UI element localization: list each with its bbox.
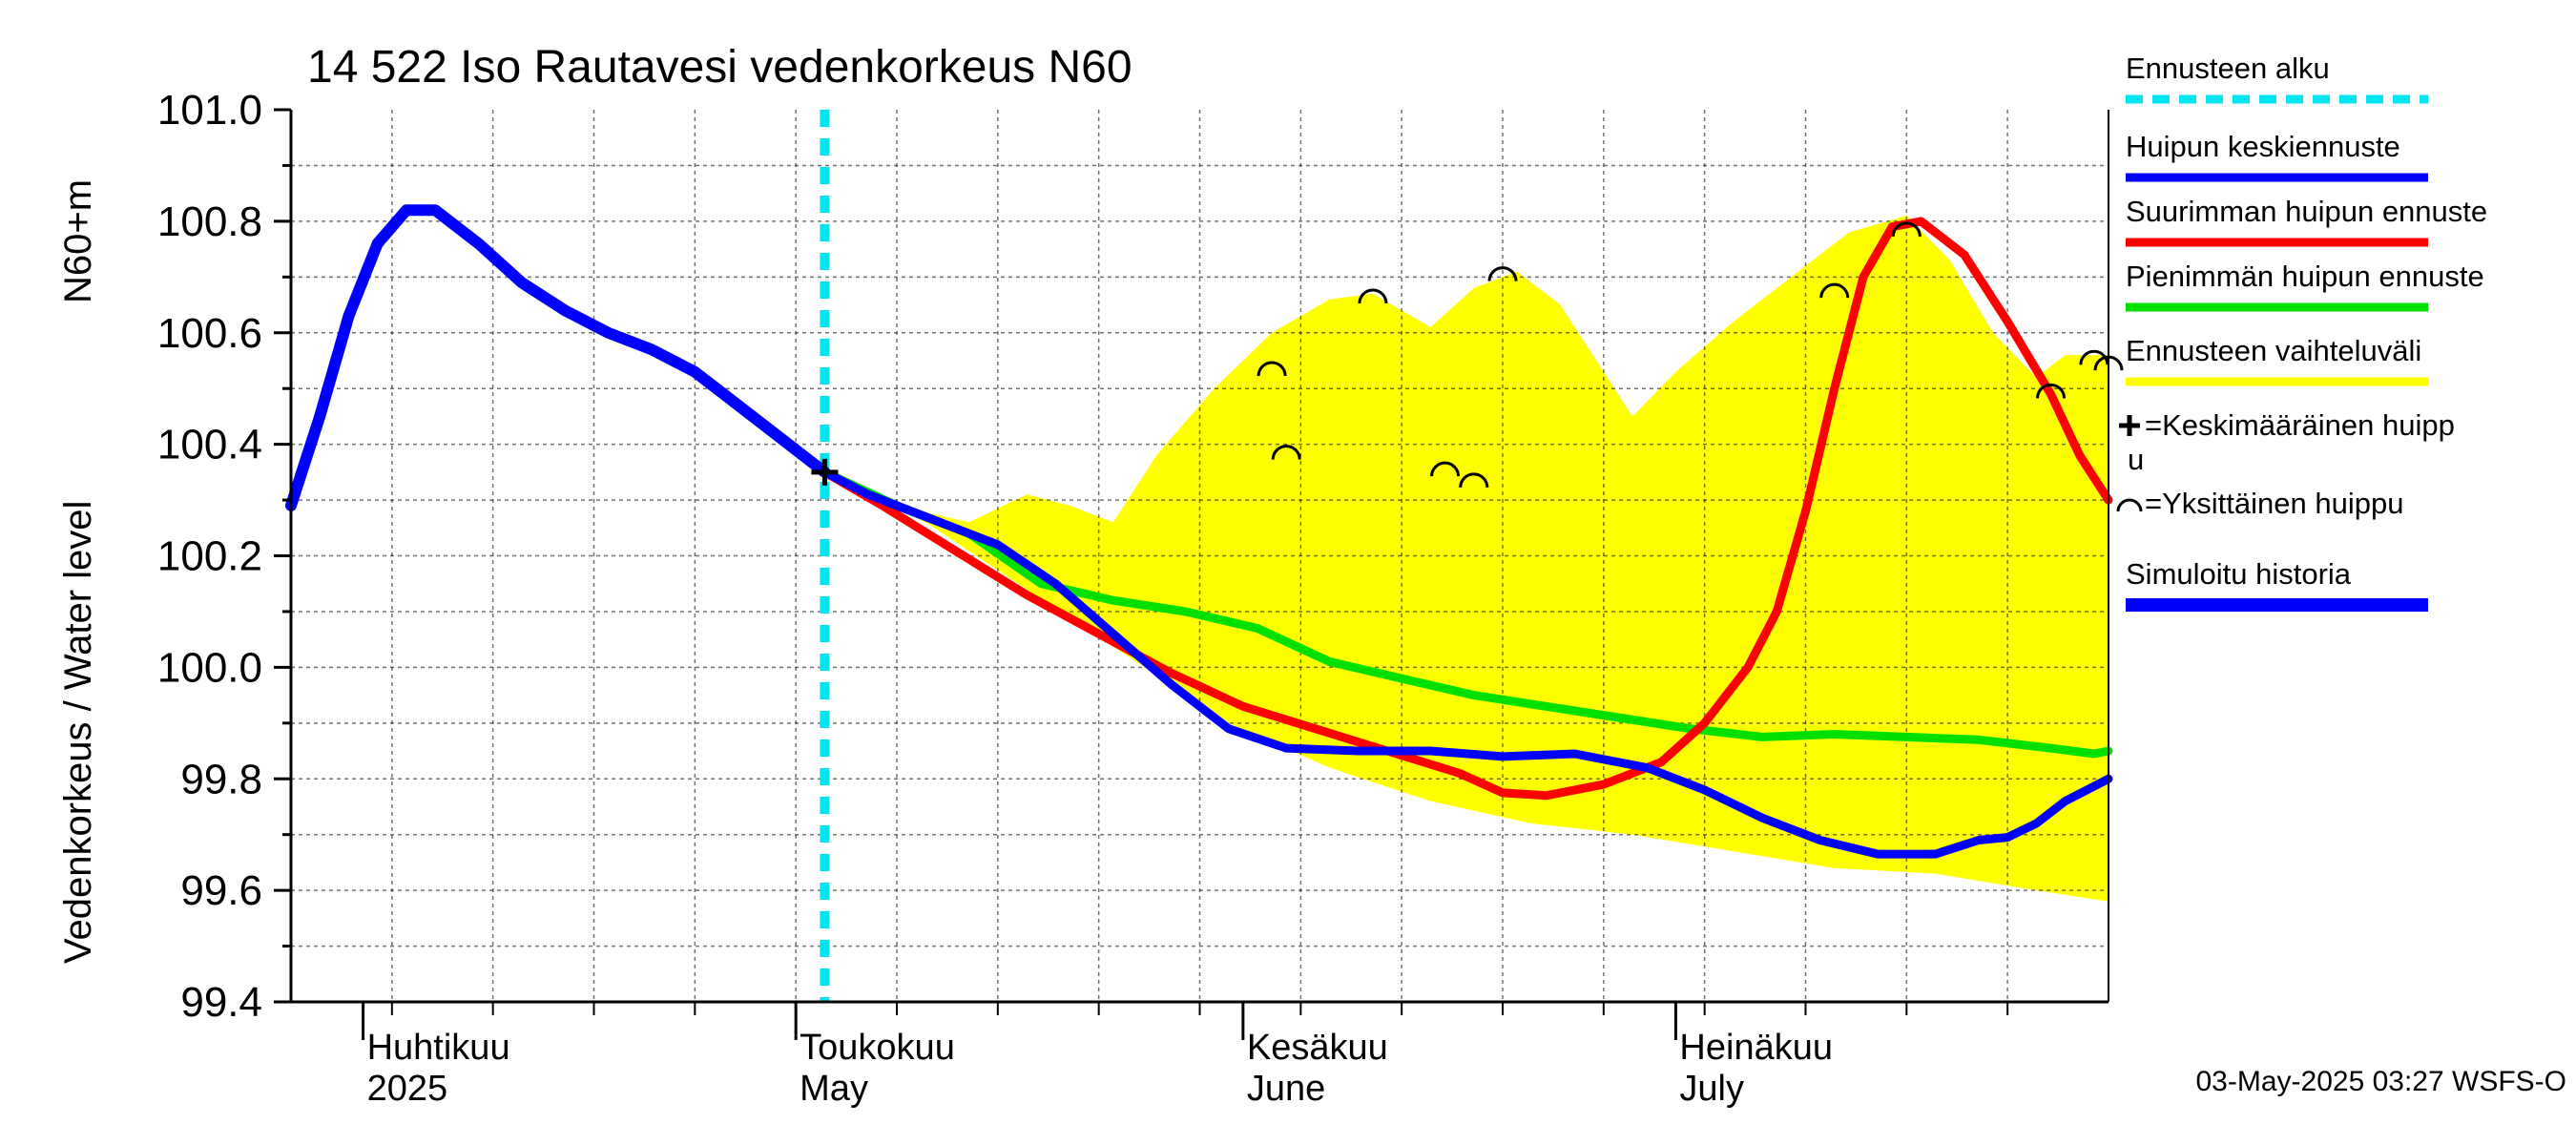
series-line-simuloitu-historia <box>285 204 831 511</box>
legend-item: Suurimman huipun ennuste <box>2126 195 2487 247</box>
series-line-huipun-keskiennuste <box>820 468 2113 859</box>
legend-item: Ennusteen alku <box>2126 52 2428 104</box>
legend-label: Ennusteen alku <box>2126 52 2330 85</box>
individual-peak-marker <box>1430 461 1461 477</box>
y-axis-unit-label: N60+m <box>57 179 99 303</box>
legend-item: =Yksittäinen huippu <box>2116 487 2403 520</box>
y-tick-label: 100.4 <box>157 422 262 468</box>
legend-label-continued: u <box>2128 443 2144 476</box>
y-tick-label: 101.0 <box>157 87 262 134</box>
legend: Ennusteen alku Huipun keskiennuste Suurimm… <box>2116 52 2487 612</box>
x-month-label: Kesäkuu <box>1247 1028 1388 1068</box>
x-month-label: Toukokuu <box>800 1028 955 1068</box>
legend-item: Pienimmän huipun ennuste <box>2126 260 2484 312</box>
x-month-sublabel: May <box>800 1069 868 1109</box>
legend-item: =Keskimääräinen huippu <box>2119 408 2455 476</box>
legend-plus-symbol <box>2119 415 2140 436</box>
legend-label: Simuloitu historia <box>2126 557 2352 591</box>
legend-item: Ennusteen vaihteluväli <box>2126 334 2428 386</box>
mean-peak-marker <box>811 458 839 486</box>
axes: 101.0 100.8 100.6 100.4 100.2 100.0 99.8 99.6 99… <box>157 87 2109 1109</box>
legend-label: =Keskimääräinen huipp <box>2145 408 2455 442</box>
legend-label: Pienimmän huipun ennuste <box>2126 260 2484 293</box>
plot-area <box>285 110 2124 1002</box>
x-month-label: Heinäkuu <box>1679 1028 1833 1068</box>
y-tick-label: 100.6 <box>157 310 262 357</box>
individual-peak-marker <box>1257 361 1287 377</box>
legend-label: Suurimman huipun ennuste <box>2126 195 2487 228</box>
y-tick-label: 99.6 <box>180 867 262 914</box>
x-month-sublabel: July <box>1679 1069 1744 1109</box>
chart-title: 14 522 Iso Rautavesi vedenkorkeus N60 <box>307 42 1132 93</box>
individual-peak-marker <box>1819 282 1850 299</box>
y-tick-label: 100.2 <box>157 533 262 580</box>
individual-peak-marker <box>1487 266 1518 281</box>
individual-peak-marker <box>1271 445 1301 460</box>
individual-peak-marker <box>1358 288 1388 304</box>
legend-label: Huipun keskiennuste <box>2126 130 2400 163</box>
y-tick-label: 100.8 <box>157 198 262 245</box>
x-month-label: Huhtikuu <box>367 1028 510 1068</box>
timestamp-footer: 03-May-2025 03:27 WSFS-O <box>2196 1066 2567 1097</box>
legend-label: =Yksittäinen huippu <box>2145 487 2403 520</box>
individual-peak-marker <box>1459 472 1489 488</box>
individual-peak-marker <box>1891 221 1922 237</box>
individual-peak-marker <box>2036 383 2067 399</box>
y-tick-label: 99.4 <box>180 979 262 1026</box>
individual-peak-marker <box>2079 349 2109 365</box>
legend-item: Simuloitu historia <box>2126 557 2428 612</box>
legend-label: Ennusteen vaihteluväli <box>2126 334 2421 367</box>
forecast-range-band <box>824 216 2109 902</box>
legend-item: Huipun keskiennuste <box>2126 130 2428 182</box>
y-tick-label: 99.8 <box>180 756 262 802</box>
y-axis-label: Vedenkorkeus / Water level <box>57 501 99 964</box>
x-month-sublabel: 2025 <box>367 1069 448 1109</box>
y-tick-label: 100.0 <box>157 644 262 691</box>
x-month-sublabel: June <box>1247 1069 1325 1109</box>
legend-arc-symbol <box>2116 498 2143 512</box>
